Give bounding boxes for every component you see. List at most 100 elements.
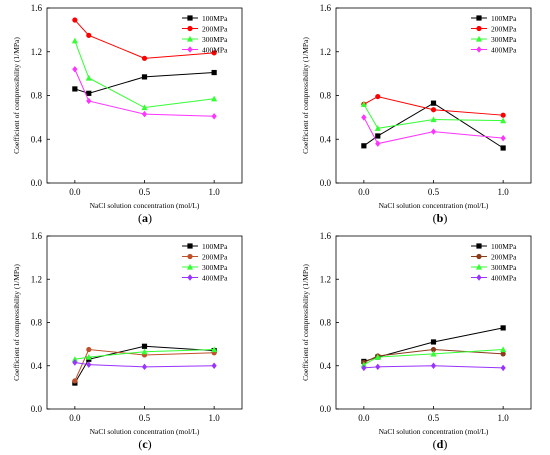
y-tick-label: 1.2 (31, 47, 42, 57)
data-point-400MPa (141, 363, 148, 371)
x-tick-label: 0.0 (358, 413, 370, 423)
legend-label: 200MPa (202, 25, 228, 34)
x-axis-label: NaCl solution concentration (mol/L) (90, 427, 200, 436)
legend-label: 100MPa (202, 14, 228, 23)
panel-label: (a) (138, 211, 152, 225)
x-tick-label: 1.0 (498, 413, 510, 423)
x-tick-label: 0.0 (69, 187, 81, 197)
legend-marker (476, 15, 482, 21)
legend-label: 100MPa (491, 242, 517, 251)
x-tick-label: 0.0 (69, 413, 81, 423)
legend-marker (476, 253, 482, 260)
y-tick-label: 0.0 (320, 404, 332, 414)
data-point-200MPa (211, 50, 217, 56)
data-point-300MPa (71, 356, 78, 362)
series-line-300MPa (363, 103, 504, 129)
data-point-300MPa (85, 353, 92, 360)
y-tick-label: 1.6 (31, 231, 43, 241)
x-tick-label: 0.5 (139, 187, 151, 197)
data-point-300MPa (360, 361, 367, 368)
y-tick-label: 1.2 (31, 274, 42, 284)
y-tick-label: 0.0 (31, 404, 43, 414)
legend-label: 200MPa (491, 253, 517, 262)
data-point-200MPa (86, 32, 92, 38)
legend-label: 300MPa (202, 35, 228, 44)
legend-marker (476, 243, 482, 249)
legend-label: 400MPa (202, 46, 228, 55)
x-tick-label: 0.5 (139, 413, 151, 423)
legend-label: 300MPa (491, 35, 517, 44)
data-point-300MPa (500, 117, 507, 124)
y-axis-label: Coefficient of compressibility (1/MPa) (12, 37, 21, 154)
data-point-200MPa (500, 112, 506, 118)
series-line-400MPa (74, 362, 215, 368)
series-line-400MPa (363, 117, 504, 145)
data-point-400MPa (361, 114, 367, 121)
legend-label: 300MPa (202, 263, 228, 272)
legend-label: 400MPa (491, 274, 517, 283)
y-tick-label: 0.4 (320, 361, 332, 371)
data-point-300MPa (430, 116, 437, 123)
data-point-200MPa (430, 346, 437, 353)
data-point-400MPa (430, 362, 437, 369)
data-point-400MPa (500, 134, 506, 142)
legend-marker (476, 274, 482, 281)
legend-label: 100MPa (202, 242, 228, 251)
chart-panel-a: 0.0 0.4 0.8 1.2 1.6 0.0 0.5 1.0 NaCl solution co… (12, 3, 243, 225)
y-tick-label: 0.0 (320, 178, 332, 188)
panel-label: (c) (138, 437, 151, 451)
legend-marker (476, 35, 482, 42)
x-tick-label: 1.0 (209, 187, 221, 197)
legend-marker (476, 263, 482, 270)
data-point-400MPa (211, 362, 217, 369)
x-tick-label: 0.0 (358, 187, 370, 197)
data-point-300MPa (211, 95, 218, 102)
x-axis-label: NaCl solution concentration (mol/L) (379, 427, 489, 436)
data-point-300MPa (374, 125, 381, 131)
series-line-400MPa (363, 365, 504, 369)
data-point-200MPa (72, 17, 78, 23)
data-point-400MPa (500, 364, 506, 372)
data-point-400MPa (430, 128, 437, 135)
series-line-300MPa (74, 40, 215, 109)
chart-panel-d: 0.0 0.4 0.8 1.2 1.6 0.0 0.5 1.0 NaCl solution co… (301, 231, 532, 451)
data-point-200MPa (375, 93, 381, 100)
data-point-300MPa (374, 353, 381, 360)
y-axis-label: Coefficient of compressibility (1/MPa) (301, 264, 310, 381)
legend-marker (187, 253, 193, 260)
series-line-200MPa (74, 348, 215, 382)
data-point-300MPa (360, 101, 367, 107)
data-point-400MPa (361, 364, 367, 372)
legend-label: 200MPa (202, 253, 228, 262)
series-line-200MPa (363, 96, 504, 116)
data-point-300MPa (141, 348, 148, 355)
data-point-200MPa (141, 55, 148, 61)
series-line-100MPa (363, 102, 504, 149)
data-point-100MPa (375, 133, 381, 139)
data-point-400MPa (86, 97, 92, 105)
y-tick-label: 1.2 (320, 47, 331, 57)
data-point-300MPa (430, 350, 437, 357)
y-tick-label: 1.6 (31, 3, 43, 13)
legend-marker (476, 46, 482, 53)
legend-label: 400MPa (491, 46, 517, 55)
data-point-100MPa (141, 343, 148, 349)
x-axis-label: NaCl solution concentration (mol/L) (90, 201, 200, 210)
x-tick-label: 1.0 (209, 413, 221, 423)
data-point-300MPa (71, 37, 78, 44)
y-tick-label: 0.8 (31, 318, 43, 328)
y-axis-label: Coefficient of compressibility (1/MPa) (12, 264, 21, 381)
y-axis-label: Coefficient of compressibility (1/MPa) (301, 37, 310, 154)
y-tick-label: 0.4 (31, 134, 43, 144)
data-point-400MPa (72, 359, 78, 366)
data-point-100MPa (72, 86, 78, 92)
data-point-100MPa (86, 90, 92, 96)
legend-marker (187, 46, 193, 53)
legend-marker (187, 35, 193, 42)
legend-label: 100MPa (491, 14, 517, 23)
series-line-100MPa (74, 345, 215, 384)
data-point-100MPa (500, 145, 506, 151)
series-line-400MPa (74, 69, 215, 117)
panel-label: (b) (433, 211, 448, 225)
